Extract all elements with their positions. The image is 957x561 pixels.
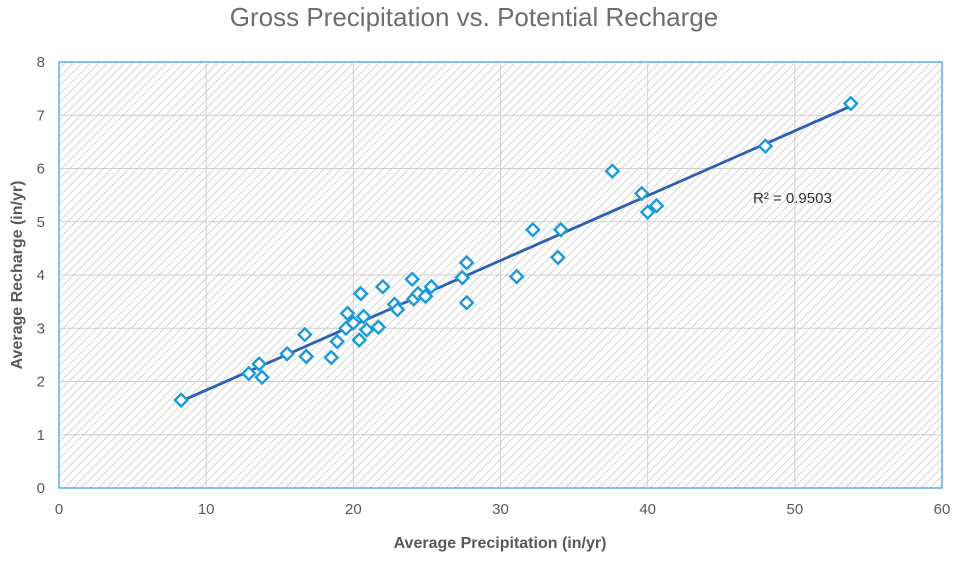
data-point (298, 348, 315, 365)
y-tick-label: 1 (37, 427, 45, 444)
y-tick-label: 0 (37, 480, 45, 497)
data-point (240, 365, 257, 382)
x-tick-label: 40 (639, 501, 656, 518)
data-point (358, 321, 375, 338)
data-point (458, 254, 475, 271)
data-point (757, 138, 774, 155)
data-point (389, 301, 406, 318)
data-point (458, 294, 475, 311)
data-point (374, 278, 391, 295)
data-point (417, 288, 434, 305)
data-point (254, 369, 270, 386)
y-tick-label: 7 (37, 107, 45, 124)
data-point (173, 392, 190, 409)
data-point (279, 345, 296, 362)
data-point (352, 285, 369, 302)
data-point (345, 315, 362, 331)
data-point (604, 163, 621, 180)
y-tick-label: 2 (37, 374, 45, 391)
data-point (552, 221, 569, 238)
x-tick-label: 60 (934, 501, 951, 518)
data-points (173, 95, 859, 409)
data-point (339, 305, 356, 322)
x-tick-label: 10 (198, 501, 215, 518)
x-tick-label: 30 (492, 501, 509, 518)
data-point (639, 204, 656, 221)
data-point (549, 249, 566, 266)
x-tick-label: 50 (786, 501, 803, 518)
data-point (251, 356, 268, 372)
data-point (404, 271, 421, 288)
data-point (508, 268, 525, 285)
data-point (648, 197, 665, 214)
data-point (296, 326, 313, 343)
data-point (351, 332, 368, 348)
data-point (633, 185, 650, 202)
chart-title: Gross Precipitation vs. Potential Rechar… (230, 2, 718, 32)
data-point (524, 221, 541, 238)
x-tick-labels: 0 10 20 30 40 50 60 (55, 501, 951, 518)
y-tick-label: 5 (37, 214, 45, 231)
x-axis-label: Average Precipitation (in/yr) (394, 535, 607, 552)
y-tick-label: 6 (37, 161, 45, 178)
data-point (355, 308, 372, 325)
data-point (370, 319, 387, 336)
y-tick-label: 4 (37, 267, 45, 284)
data-point (323, 349, 340, 366)
y-tick-labels: 0 1 2 3 4 5 6 7 8 (37, 54, 45, 497)
grid-lines (59, 62, 942, 488)
data-point (329, 333, 346, 350)
y-tick-label: 8 (37, 54, 45, 71)
x-tick-label: 0 (55, 501, 63, 518)
y-axis-label: Average Recharge (in/yr) (9, 181, 26, 370)
data-point (842, 95, 859, 112)
r-squared-annotation: R² = 0.9503 (753, 190, 832, 207)
data-point (454, 269, 471, 286)
x-tick-label: 20 (345, 501, 362, 518)
data-point (423, 278, 440, 295)
y-tick-label: 3 (37, 320, 45, 337)
